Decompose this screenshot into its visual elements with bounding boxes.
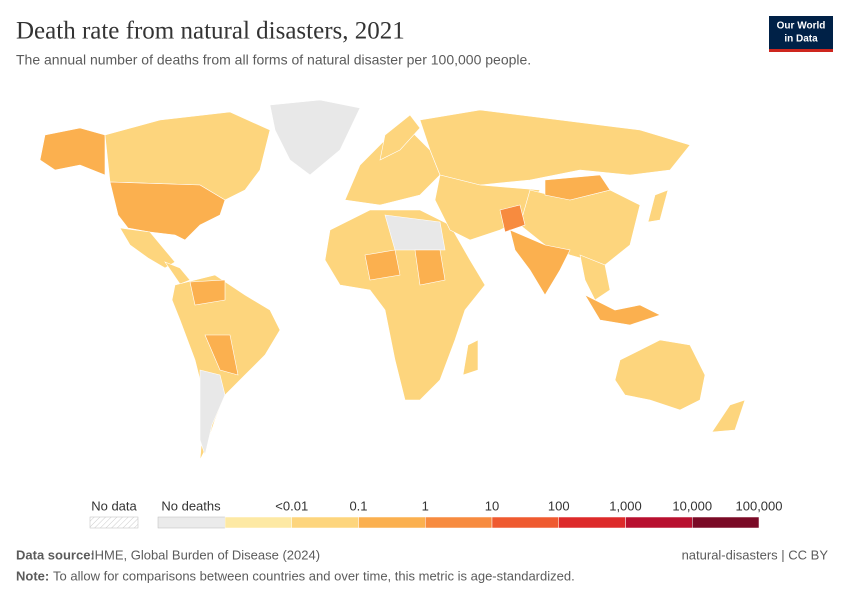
logo-box [769,16,833,50]
legend-swatch [291,516,359,529]
country [419,109,691,186]
country [434,174,541,241]
country [509,229,571,296]
title: Death rate from natural disasters, 2021 [16,18,405,45]
country [164,261,191,285]
legend-swatch [224,516,292,529]
source-label: Data source: [16,547,95,562]
logo-bar [769,49,833,52]
legend-swatch [89,516,139,529]
legend-label: 10 [485,498,499,513]
country [269,99,361,176]
source: IHME, Global Burden of Disease (2024) [91,547,320,562]
legend: No data No deaths <0.01 0.1 1 10 100 1,000 10,… [89,498,783,529]
country [584,294,661,326]
legend-label: 0.1 [349,498,367,513]
country [199,369,226,457]
legend-swatch [358,516,426,529]
country [364,249,401,281]
country [647,189,669,223]
country [379,114,421,161]
note: To allow for comparisons between countri… [53,568,575,583]
legend-label: 100 [548,498,570,513]
subtitle: The annual number of deaths from all for… [16,52,531,68]
legend-swatch [558,516,626,529]
legend-label: 10,000 [672,498,712,513]
logo-text: Our World [777,21,826,32]
license: natural-disasters | CC BY [682,547,829,562]
legend-label: 1 [422,498,429,513]
legend-swatch [491,516,559,529]
legend-swatch [157,516,226,529]
logo[interactable]: Our World in Data [769,16,833,52]
legend-label: No data [91,498,137,513]
country [462,339,479,376]
legend-label: <0.01 [275,498,308,513]
legend-swatch [692,516,760,529]
country [414,249,446,286]
map [39,99,746,461]
legend-label: 100,000 [736,498,783,513]
legend-swatch [625,516,693,529]
country [579,254,611,301]
country [109,181,226,241]
country [204,334,239,376]
country [711,399,746,433]
country [544,174,611,201]
country [324,209,486,401]
country [189,279,226,306]
note-label: Note: [16,568,49,583]
logo-text: in Data [784,34,818,45]
legend-swatch [425,516,493,529]
legend-label: No deaths [161,498,221,513]
country [384,214,446,251]
country [39,127,106,176]
legend-label: 1,000 [609,498,642,513]
country [499,204,526,233]
country [614,339,706,411]
